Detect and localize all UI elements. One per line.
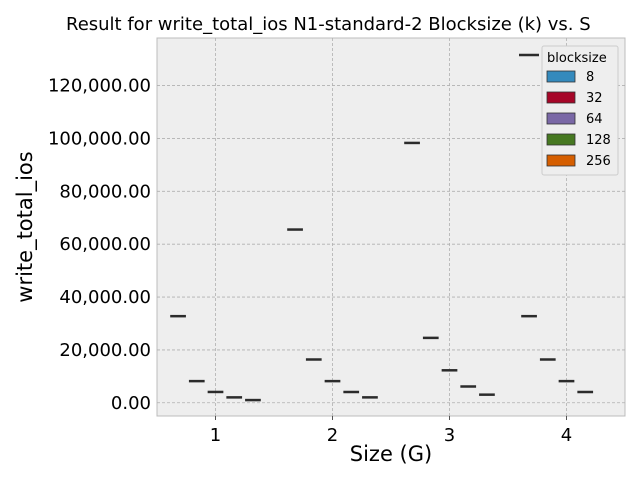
y-tick-labels: 0.00 20,000.00 40,000.00 60,000.00 80,000.00… (48, 76, 151, 414)
y-tick-label: 20,000.00 (59, 340, 151, 361)
y-tick-label: 100,000.00 (48, 128, 151, 149)
legend: blocksize 8 32 64 128 256 (519, 45, 619, 176)
x-axis-label: Size (G) (350, 442, 432, 466)
x-tick-label: 3 (444, 425, 455, 446)
x-tick-label: 2 (327, 425, 338, 446)
y-tick-label: 120,000.00 (48, 76, 151, 97)
legend-swatch-8 (546, 70, 576, 83)
y-axis-label: write_total_ios (13, 151, 38, 302)
y-tick-label: 80,000.00 (59, 181, 151, 202)
legend-label-64: 64 (586, 112, 603, 127)
x-tick-label: 1 (210, 425, 221, 446)
y-tick-label: 0.00 (111, 393, 151, 414)
legend-label-8: 8 (586, 70, 594, 85)
x-tick-labels: 1 2 3 4 (210, 425, 572, 446)
x-tick-label: 4 (561, 425, 572, 446)
legend-title: blocksize (547, 51, 607, 66)
box-marks (170, 141, 594, 402)
legend-swatch-64 (546, 112, 576, 125)
legend-swatch-256 (546, 154, 576, 167)
legend-swatch-128 (546, 133, 576, 146)
legend-label-256: 256 (586, 154, 611, 169)
legend-label-128: 128 (586, 133, 611, 148)
y-tick-label: 60,000.00 (59, 234, 151, 255)
legend-label-32: 32 (586, 91, 603, 106)
chart-title: Result for write_total_ios N1-standard-2… (66, 14, 591, 35)
y-tick-label: 40,000.00 (59, 287, 151, 308)
legend-swatch-32 (546, 91, 576, 104)
